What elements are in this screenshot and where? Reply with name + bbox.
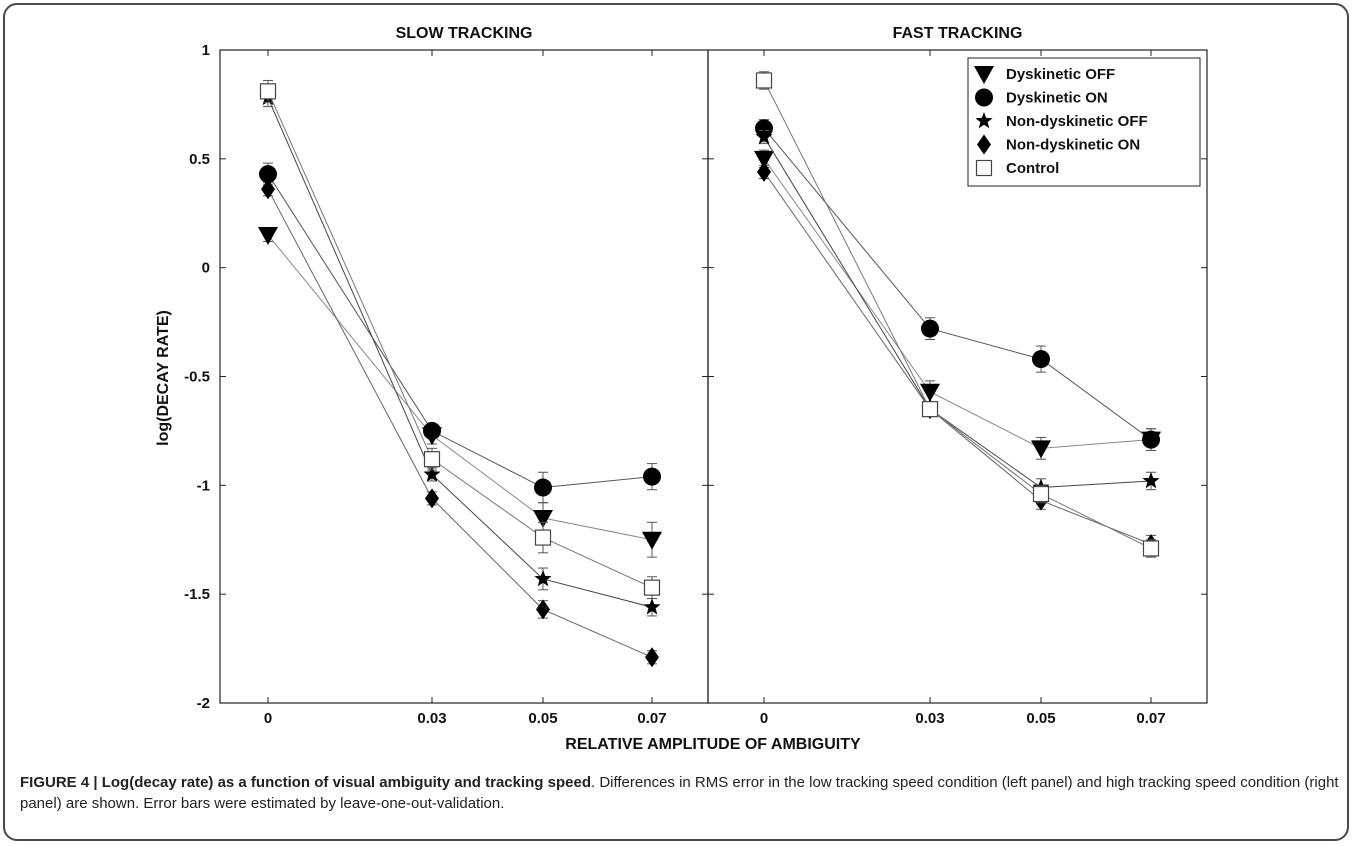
x-tick-label: 0.07 [1136,710,1165,727]
x-tick-label: 0 [760,710,768,727]
decay-rate-chart: SLOW TRACKING 0 0.03 0.05 0.07 FAST TRACKING 0… [155,25,1208,753]
y-tick-label: 1 [202,42,210,59]
data-point [1032,350,1050,369]
series-non-dyskinetic-on [757,161,1158,555]
data-point [533,509,553,528]
series-dyskinetic-off [754,149,1161,460]
legend-marker-non-dyskinetic-off [975,112,993,129]
data-point [423,451,441,468]
legend: Dyskinetic OFF Dyskinetic ON Non-dyskineti… [967,57,1201,187]
caption-label: FIGURE 4 | Log(decay rate) as a function… [20,774,591,791]
series-line [267,97,653,608]
y-tick-label: 0 [202,260,210,277]
data-point [755,72,773,89]
data-point [1031,440,1051,459]
legend-marker-control [975,159,993,177]
data-point [920,383,940,402]
data-point [1032,485,1050,503]
legend-box [967,57,1201,187]
series-line [763,171,1152,545]
series-line [763,158,1152,449]
y-axis-label: log(DECAY RATE) [155,310,172,446]
legend-label-dyskinetic-on: Dyskinetic ON [1006,90,1108,107]
y-tick-label: -1.5 [184,586,210,603]
series-line [763,128,1152,441]
series-control [755,71,1160,558]
data-point [258,227,278,246]
data-point [425,488,439,509]
series-dyskinetic-off [258,227,662,558]
data-point [1142,540,1160,557]
legend-marker-dyskinetic-on [975,88,993,107]
data-point [921,401,939,418]
data-point [534,478,552,497]
data-point [921,319,939,338]
data-point [643,598,661,615]
data-point [261,179,275,200]
series-control [259,79,661,600]
data-point [1142,471,1160,489]
legend-label-dyskinetic-off: Dyskinetic OFF [1006,66,1115,83]
series-dyskinetic-on [259,162,661,504]
data-point [534,529,552,546]
caption-text: . Differences in RMS error in the low tr… [20,774,1339,812]
panel-title: FAST TRACKING [893,25,1023,42]
data-point [645,647,659,668]
x-tick-label: 0 [264,710,272,727]
data-point [259,165,277,184]
x-tick-label: 0.03 [417,710,446,727]
series-line [267,234,653,541]
data-point [754,150,774,169]
legend-marker-dyskinetic-off [974,66,994,84]
series-dyskinetic-on [755,119,1160,452]
axes-layer: SLOW TRACKING 0 0.03 0.05 0.07 FAST TRACKING 0… [155,25,1208,753]
data-point [757,161,771,182]
figure-caption: FIGURE 4 | Log(decay rate) as a function… [20,772,1340,814]
series-non-dyskinetic-off [259,88,661,617]
data-point [423,465,441,482]
data-point [423,421,441,440]
x-tick-label: 0.05 [1026,710,1055,727]
data-point [1142,430,1160,449]
x-tick-label: 0.05 [528,710,557,727]
series-layer [258,71,1161,668]
x-tick-label: 0.07 [637,710,666,727]
legend-label-non-dyskinetic-on: Non-dyskinetic ON [1006,137,1140,154]
y-tick-label: -0.5 [184,369,210,386]
data-point [643,467,661,486]
data-point [536,599,550,620]
data-point [259,83,277,100]
y-tick-label: -1 [197,477,210,494]
legend-label-non-dyskinetic-off: Non-dyskinetic OFF [1006,113,1148,130]
series-line [267,189,653,658]
data-point [534,569,552,587]
x-axis-label: RELATIVE AMPLITUDE OF AMBIGUITY [565,736,861,753]
data-point [642,531,662,550]
data-point [643,579,661,596]
series-line [267,173,653,489]
series-non-dyskinetic-on [261,179,659,668]
series-line [267,91,653,589]
y-tick-label: -2 [197,695,210,712]
series-line [763,80,1152,549]
x-tick-label: 0.03 [915,710,944,727]
series-line [763,136,1152,489]
y-tick-label: 0.5 [189,151,210,168]
figure-frame [3,3,1349,841]
data-point [755,128,773,145]
panel-title: SLOW TRACKING [396,25,533,42]
legend-marker-non-dyskinetic-on [977,134,991,155]
legend-label-control: Control [1006,160,1059,177]
